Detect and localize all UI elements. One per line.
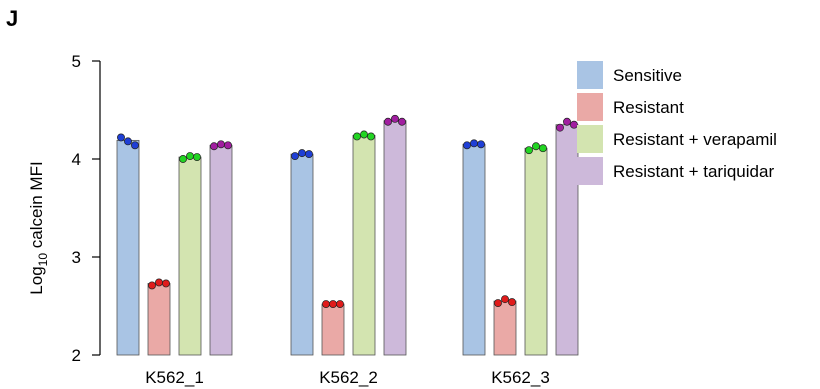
x-tick-label: K562_3: [491, 368, 550, 387]
y-tick-label: 2: [72, 346, 81, 365]
replicate-point: [367, 132, 375, 141]
replicate-point: [353, 132, 361, 141]
legend-swatch: [577, 93, 603, 121]
replicate-point: [508, 298, 516, 307]
y-axis: 2 3 4 5: [72, 52, 101, 365]
legend-label: Resistant: [613, 98, 684, 117]
replicate-point: [179, 155, 187, 163]
replicate-point: [155, 278, 163, 287]
replicate-point: [570, 120, 578, 129]
bar: [524, 147, 548, 356]
replicate-point: [398, 117, 406, 126]
y-axis-label: Log10 calcein MFI: [27, 161, 50, 294]
replicate-point: [193, 153, 201, 161]
bar: [493, 300, 517, 356]
replicate-point: [501, 295, 509, 304]
replicate-point: [532, 142, 540, 151]
x-axis-tick-labels: K562_1 K562_2 K562_3: [145, 368, 550, 387]
bar: [321, 303, 345, 356]
replicate-point: [360, 130, 368, 139]
replicate-point: [298, 149, 306, 158]
legend: Sensitive Resistant Resistant + verapamil R…: [577, 61, 777, 185]
replicate-point: [210, 142, 218, 151]
x-tick-label: K562_2: [319, 368, 378, 387]
replicate-point: [336, 300, 344, 308]
bar: [116, 139, 140, 356]
replicate-point: [329, 300, 337, 308]
bars-layer: [116, 114, 579, 356]
replicate-point: [391, 114, 399, 123]
replicate-point: [131, 141, 139, 150]
y-tick-label: 5: [72, 52, 81, 71]
replicate-point: [162, 279, 170, 288]
replicate-point: [224, 141, 232, 150]
replicate-point: [563, 117, 571, 126]
legend-swatch: [577, 157, 603, 185]
bar: [290, 153, 314, 356]
replicate-point: [117, 133, 125, 142]
bar: [147, 283, 171, 356]
legend-label: Sensitive: [613, 66, 682, 85]
bar: [555, 124, 579, 356]
bar: [352, 135, 376, 356]
replicate-point: [305, 150, 313, 159]
replicate-point: [463, 141, 471, 150]
replicate-point: [384, 117, 392, 126]
x-tick-label: K562_1: [145, 368, 204, 387]
bar: [209, 144, 233, 356]
replicate-point: [556, 123, 564, 132]
bar: [383, 120, 407, 356]
replicate-point: [470, 139, 478, 148]
legend-swatch: [577, 125, 603, 153]
replicate-point: [539, 144, 547, 153]
legend-label: Resistant + tariquidar: [613, 162, 774, 181]
replicate-point: [217, 140, 225, 149]
replicate-point: [477, 140, 485, 149]
bar: [462, 143, 486, 356]
replicate-point: [322, 300, 330, 308]
bar: [178, 156, 202, 356]
replicate-point: [494, 299, 502, 308]
y-tick-label: 4: [72, 150, 81, 169]
replicate-point: [186, 152, 194, 161]
replicate-point: [525, 146, 533, 155]
legend-swatch: [577, 61, 603, 89]
y-tick-label: 3: [72, 248, 81, 267]
legend-label: Resistant + verapamil: [613, 130, 777, 149]
replicate-point: [148, 281, 156, 290]
replicate-point: [291, 152, 299, 161]
panel-label: J: [6, 6, 18, 31]
replicate-point: [124, 137, 132, 146]
